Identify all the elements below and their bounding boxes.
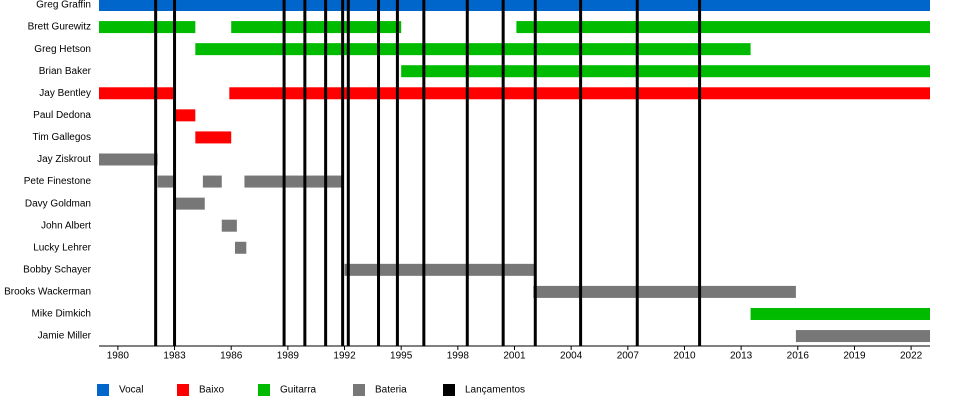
member-label: Mike Dimkich	[32, 309, 91, 320]
span-bar	[516, 21, 930, 34]
span-bar	[157, 175, 175, 188]
member-label: John Albert	[41, 220, 91, 231]
span-bar	[221, 219, 237, 232]
x-tick-label: 2022	[900, 351, 923, 362]
span-bar	[99, 87, 175, 100]
x-tick-label: 2013	[730, 351, 753, 362]
member-label: Paul Dedona	[33, 110, 91, 121]
span-bar	[244, 175, 343, 188]
legend-swatch	[353, 384, 365, 396]
legend-label: Bateria	[375, 385, 407, 396]
x-tick-label: 1995	[390, 351, 413, 362]
member-label: Greg Hetson	[34, 44, 91, 55]
x-tick-label: 2001	[503, 351, 526, 362]
x-tick-label: 2016	[787, 351, 810, 362]
legend-label: Lançamentos	[465, 385, 525, 396]
span-bar	[99, 153, 158, 166]
x-tick-label: 1983	[163, 351, 186, 362]
x-tick-label: 1989	[277, 351, 300, 362]
member-label: Brooks Wackerman	[4, 287, 91, 298]
span-bar	[202, 175, 222, 188]
legend-label: Guitarra	[280, 385, 317, 396]
member-label: Greg Graffin	[36, 0, 91, 11]
span-bar	[750, 307, 930, 320]
x-tick-label: 2004	[560, 351, 583, 362]
x-tick-label: 1998	[447, 351, 470, 362]
member-label: Brian Baker	[39, 66, 92, 77]
member-label: Lucky Lehrer	[33, 242, 91, 253]
member-label: Brett Gurewitz	[28, 22, 91, 33]
span-bar	[174, 197, 205, 210]
x-tick-label: 1980	[107, 351, 130, 362]
x-tick-label: 1986	[220, 351, 243, 362]
legend-swatch	[97, 384, 109, 396]
span-bar	[195, 43, 751, 56]
legend-swatch	[258, 384, 270, 396]
span-bar	[99, 21, 196, 34]
x-tick-label: 2019	[843, 351, 866, 362]
legend-swatch	[443, 384, 455, 396]
x-tick-label: 2010	[673, 351, 696, 362]
span-bar	[99, 0, 930, 11]
member-label: Bobby Schayer	[23, 264, 91, 275]
member-label: Jay Bentley	[39, 88, 91, 99]
span-bar	[344, 263, 536, 276]
x-tick-label: 1992	[333, 351, 356, 362]
span-bar	[234, 241, 247, 254]
span-bar	[795, 330, 930, 343]
span-bar	[174, 109, 196, 122]
legend-label: Baixo	[199, 385, 224, 396]
span-bar	[195, 131, 232, 144]
x-tick-label: 2007	[617, 351, 640, 362]
legend-swatch	[177, 384, 189, 396]
span-bar	[533, 285, 796, 298]
member-label: Tim Gallegos	[32, 132, 91, 143]
legend-label: Vocal	[119, 385, 143, 396]
span-bar	[231, 21, 402, 34]
member-label: Pete Finestone	[24, 176, 92, 187]
member-label: Jay Ziskrout	[37, 154, 91, 165]
member-label: Davy Goldman	[25, 198, 91, 209]
span-bar	[401, 65, 930, 78]
member-label: Jamie Miller	[38, 331, 92, 342]
